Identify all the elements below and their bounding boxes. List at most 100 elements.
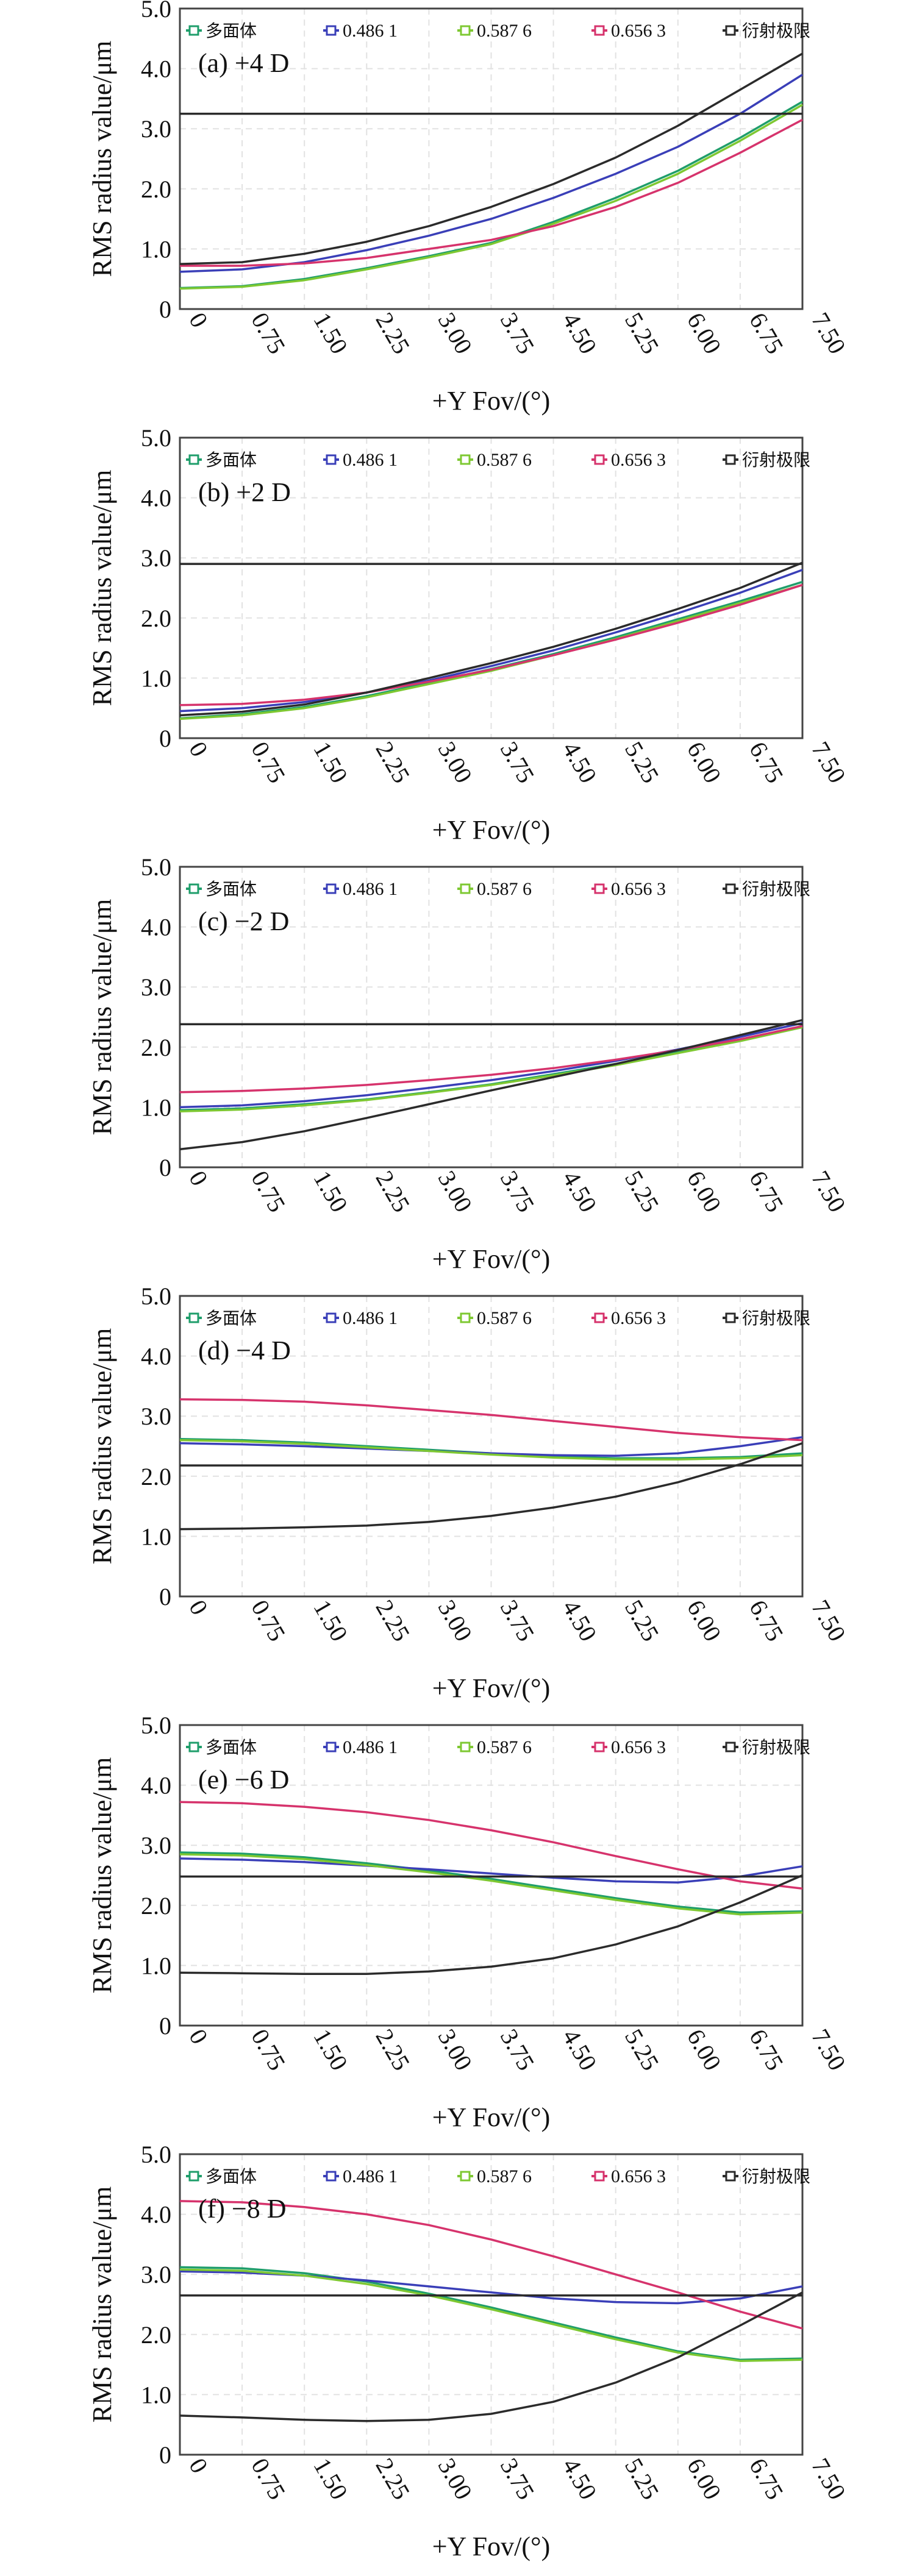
legend-label: 衍射极限 — [742, 450, 810, 470]
x-tick-label: 7.50 — [806, 2453, 851, 2504]
y-tick-label: 2.0 — [141, 1034, 171, 1061]
legend-swatch-marker — [725, 25, 736, 36]
panel-label: (d) −4 D — [198, 1336, 291, 1365]
x-tick-label: 6.75 — [744, 737, 789, 788]
panel-3: 0 1.0 2.0 3.0 4.0 5.0 0 0.75 1.50 2.25 3.00 3.75 4.5… — [87, 853, 851, 1274]
legend-swatch-marker — [460, 454, 471, 465]
x-tick-label: 1.50 — [308, 2453, 353, 2504]
x-tick-label: 3.75 — [495, 308, 540, 358]
x-tick-label: 1.50 — [308, 308, 353, 358]
panel-label: (e) −6 D — [198, 1765, 289, 1795]
y-tick-label: 4.0 — [141, 485, 171, 512]
legend-label: 0.587 6 — [477, 450, 532, 470]
x-tick-label: 0 — [184, 737, 213, 761]
legend-swatch-marker — [594, 25, 605, 36]
legend-label: 0.486 1 — [343, 1737, 398, 1757]
y-tick-label: 2.0 — [141, 605, 171, 632]
x-tick-label: 6.00 — [682, 308, 727, 358]
y-tick-label: 5.0 — [141, 853, 171, 881]
legend-swatch-marker — [188, 1742, 199, 1752]
legend-label: 多面体 — [205, 450, 257, 470]
legend-label: 衍射极限 — [742, 2166, 810, 2186]
panel-label: (b) +2 D — [198, 477, 291, 507]
panel-label: (c) −2 D — [198, 906, 289, 936]
legend-label: 0.656 3 — [611, 450, 666, 470]
x-tick-label: 4.50 — [557, 2024, 602, 2075]
x-tick-label: 6.00 — [682, 737, 727, 788]
series-line-3 — [179, 2268, 803, 2362]
y-tick-label: 3.0 — [141, 1403, 171, 1430]
legend-swatch-marker — [725, 2171, 736, 2182]
y-tick-label: 1.0 — [141, 1094, 171, 1121]
y-tick-label: 3.0 — [141, 544, 171, 572]
x-tick-label: 5.25 — [620, 737, 665, 788]
x-tick-label: 2.25 — [371, 2453, 416, 2504]
legend-label: 0.486 1 — [343, 21, 398, 41]
y-tick-label: 3.0 — [141, 2261, 171, 2288]
legend-label: 多面体 — [205, 2166, 257, 2186]
x-axis-label: +Y Fov/(°) — [432, 2102, 551, 2132]
x-tick-label: 7.50 — [806, 2024, 851, 2075]
legend-swatch-marker — [326, 1312, 337, 1323]
x-tick-label: 6.00 — [682, 1595, 727, 1646]
legend-swatch-marker — [326, 2171, 337, 2182]
legend-label: 0.656 3 — [611, 21, 666, 41]
x-axis-label: +Y Fov/(°) — [432, 1244, 551, 1274]
x-tick-label: 0 — [184, 308, 213, 332]
legend-swatch-marker — [460, 2171, 471, 2182]
x-tick-label: 0.75 — [246, 2024, 291, 2075]
series-line-3 — [179, 1439, 803, 1461]
x-tick-label: 6.75 — [744, 1595, 789, 1646]
x-tick-label: 3.00 — [433, 2024, 478, 2075]
series-line-4 — [180, 118, 803, 267]
legend-swatch-marker — [460, 25, 471, 36]
x-tick-label: 3.00 — [433, 1595, 478, 1646]
x-tick-label: 3.75 — [495, 737, 540, 788]
y-tick-label: 0 — [159, 725, 171, 752]
x-tick-label: 0.75 — [246, 2453, 291, 2504]
y-tick-label: 3.0 — [141, 115, 171, 143]
legend-swatch-marker — [188, 2171, 199, 2182]
x-tick-label: 2.25 — [371, 737, 416, 788]
x-tick-label: 6.00 — [682, 2453, 727, 2504]
x-tick-label: 4.50 — [557, 2453, 602, 2504]
legend-label: 多面体 — [205, 879, 257, 899]
y-tick-label: 0 — [159, 1583, 171, 1610]
x-tick-label: 2.25 — [371, 1595, 416, 1646]
legend-swatch-marker — [725, 883, 736, 894]
legend-swatch-marker — [725, 1742, 736, 1752]
x-tick-label: 0 — [184, 1595, 213, 1620]
y-tick-label: 1.0 — [141, 2381, 171, 2408]
x-axis-label: +Y Fov/(°) — [432, 815, 551, 845]
legend-label: 0.656 3 — [611, 1737, 666, 1757]
series-line-6 — [179, 1442, 803, 1531]
legend-swatch-marker — [594, 1742, 605, 1752]
x-tick-label: 5.25 — [620, 1595, 665, 1646]
legend-swatch-marker — [326, 883, 337, 894]
series-line-2 — [179, 1436, 803, 1457]
y-tick-label: 1.0 — [141, 1952, 171, 1979]
x-tick-label: 3.00 — [433, 2453, 478, 2504]
x-axis-label: +Y Fov/(°) — [432, 1673, 551, 1703]
series-line-4 — [179, 1025, 803, 1094]
series-line-6 — [179, 1019, 803, 1151]
series-line-2 — [179, 1857, 803, 1884]
y-tick-label: 4.0 — [141, 55, 171, 83]
legend-label: 0.587 6 — [477, 2166, 532, 2186]
y-tick-label: 4.0 — [141, 1772, 171, 1799]
y-tick-label: 2.0 — [141, 1463, 171, 1490]
y-tick-label: 4.0 — [141, 1343, 171, 1370]
x-tick-label: 5.25 — [620, 308, 665, 358]
y-tick-label: 5.0 — [141, 0, 171, 23]
y-tick-label: 4.0 — [141, 914, 171, 941]
series-line-2 — [179, 569, 803, 713]
series-line-3 — [179, 1853, 803, 1916]
x-tick-label: 3.00 — [433, 308, 478, 358]
plot-frame — [179, 436, 804, 739]
x-tick-label: 5.25 — [620, 2453, 665, 2504]
x-tick-label: 1.50 — [308, 737, 353, 788]
x-tick-label: 4.50 — [557, 1595, 602, 1646]
plot-frame — [179, 7, 804, 310]
x-tick-label: 3.75 — [495, 2453, 540, 2504]
series-line-6 — [179, 52, 803, 265]
